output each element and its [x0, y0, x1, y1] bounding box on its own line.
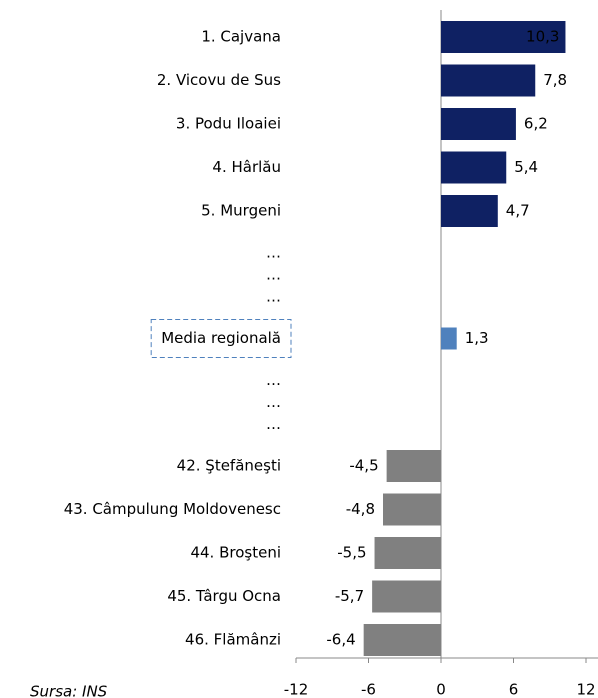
- category-label: 2. Vicovu de Sus: [157, 71, 281, 89]
- highlight-box: [150, 319, 292, 358]
- bar: [441, 64, 536, 97]
- category-label: …: [266, 393, 281, 411]
- category-label: 45. Târgu Ocna: [167, 587, 281, 605]
- bar: [374, 537, 441, 569]
- x-tick-label: 12: [576, 681, 595, 698]
- bar: [363, 624, 441, 656]
- x-tick-label: -6: [361, 681, 376, 698]
- bar: [441, 195, 498, 227]
- bar: [441, 108, 516, 140]
- category-label: …: [266, 371, 281, 389]
- category-label: …: [266, 265, 281, 283]
- category-label: 3. Podu Iloaiei: [176, 115, 281, 133]
- value-label: 1,3: [465, 329, 489, 347]
- value-label: 6,2: [524, 115, 548, 133]
- source: Sursa: INS: [30, 683, 108, 698]
- category-label: 43. Câmpulung Moldovenesc: [64, 500, 281, 518]
- bar: [441, 151, 507, 184]
- category-label: …: [266, 287, 281, 305]
- value-label: -5,5: [337, 544, 366, 562]
- category-label: 1. Cajvana: [201, 28, 281, 46]
- value-label: -4,8: [346, 500, 375, 518]
- bar: [383, 493, 441, 526]
- category-label: 4. Hârlău: [212, 158, 281, 176]
- bar: [386, 450, 441, 482]
- category-label: 42. Ştefăneşti: [177, 457, 281, 475]
- category-label: 46. Flămânzi: [185, 631, 281, 649]
- bar: [372, 580, 441, 613]
- value-label: -5,7: [335, 587, 364, 605]
- value-label: 7,8: [543, 71, 567, 89]
- value-label: -6,4: [326, 631, 355, 649]
- bar: [441, 327, 457, 350]
- value-label: -4,5: [349, 457, 378, 475]
- value-label: 4,7: [506, 202, 530, 220]
- category-label: 44. Broşteni: [190, 544, 281, 562]
- category-label: …: [266, 243, 281, 261]
- category-label: 5. Murgeni: [201, 202, 281, 220]
- x-tick-label: -12: [284, 681, 309, 698]
- value-label: 10,3: [526, 28, 559, 46]
- category-label: …: [266, 415, 281, 433]
- bar: [441, 21, 566, 53]
- x-tick-label: 6: [509, 681, 519, 698]
- x-tick-label: 0: [436, 681, 446, 698]
- category-label: Media regională: [161, 329, 281, 347]
- value-label: 5,4: [514, 158, 538, 176]
